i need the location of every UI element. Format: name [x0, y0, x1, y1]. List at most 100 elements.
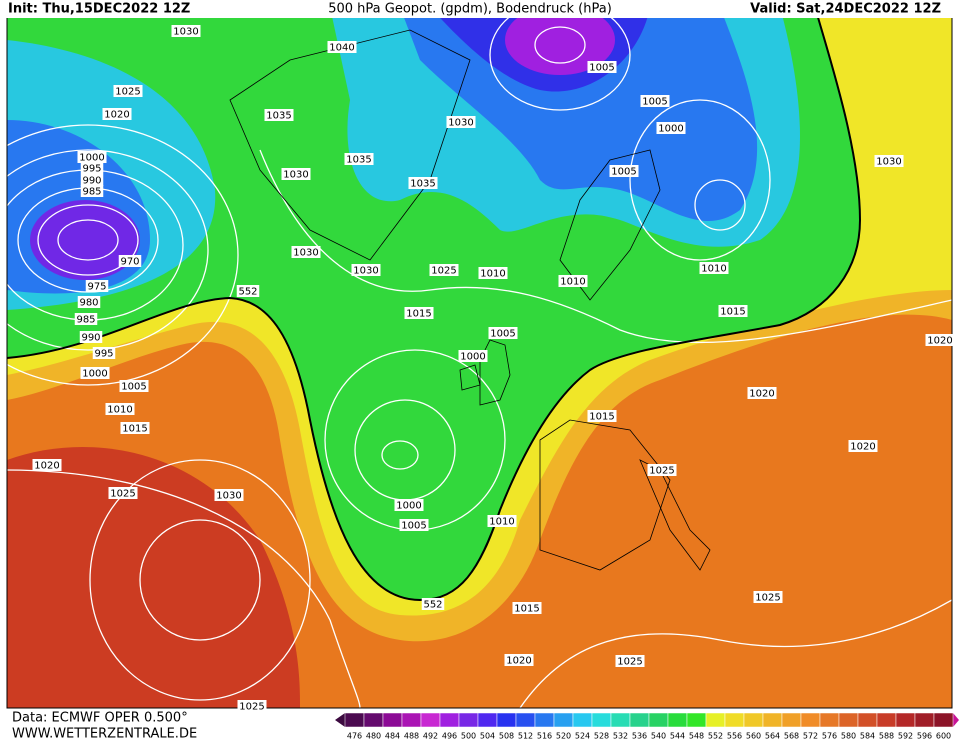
isobar-label: 1000: [79, 153, 104, 164]
isobar-label: 1020: [850, 442, 875, 453]
colorbar-label: 544: [670, 732, 685, 741]
isobar-label-box: [80, 185, 104, 197]
isobars: [7, 7, 952, 708]
isobar-label: 1000: [82, 369, 107, 380]
colorbar-label: 560: [746, 732, 761, 741]
isobar-label-box: [925, 334, 955, 346]
isobar-label: 1030: [173, 27, 198, 38]
isobar-label: 1030: [283, 170, 308, 181]
isobar-label: 1005: [401, 521, 426, 532]
colorbar-swatch: [857, 712, 878, 728]
colorbar-label: 496: [442, 732, 457, 741]
colorbar-label: 576: [822, 732, 837, 741]
isobar-label-box: [171, 25, 201, 37]
isobar-label-box: [656, 122, 686, 134]
colorbar-arrow-left: [335, 713, 345, 727]
colorbar-arrow-right: [953, 713, 959, 727]
colorbar-swatch: [686, 712, 707, 728]
isobar-label-box: [615, 655, 645, 667]
colorbar-label: 516: [537, 732, 552, 741]
colorbar-swatch: [458, 712, 479, 728]
colorbar-label: 500: [461, 732, 476, 741]
isobar-label-box: [747, 387, 777, 399]
isobar-label: 1000: [460, 352, 485, 363]
isobar-label: 1015: [514, 604, 539, 615]
colorbar-label: 536: [632, 732, 647, 741]
isobar-label: 1015: [406, 309, 431, 320]
isobar-label-box: [446, 116, 476, 128]
isobar-label-box: [408, 177, 438, 189]
isobar-label: 1030: [216, 491, 241, 502]
isobar-label-box: [421, 598, 445, 610]
map-title: 500 hPa Geopot. (gpdm), Bodendruck (hPa): [328, 2, 612, 17]
isobar-label: 1030: [448, 118, 473, 129]
isobar-label: 552: [238, 287, 257, 298]
colorbar-label: 480: [366, 732, 381, 741]
isobar-label-box: [236, 285, 260, 297]
isobar-label-box: [587, 410, 617, 422]
isobar-label: 1025: [431, 266, 456, 277]
colorbar-label: 556: [727, 732, 742, 741]
colorbar-swatch: [762, 712, 783, 728]
colorbar-swatch: [401, 712, 422, 728]
isobar-label-box: [74, 313, 98, 325]
isobar-label-box: [488, 327, 518, 339]
isobar-label-box: [77, 296, 101, 308]
isobar-label: 1025: [110, 489, 135, 500]
colorbar-swatch: [838, 712, 859, 728]
isobar-label: 1020: [927, 336, 952, 347]
isobar-label-box: [264, 109, 294, 121]
isobar-label-box: [874, 155, 904, 167]
isobar-label: 1010: [560, 277, 585, 288]
colorbar-swatch: [344, 712, 365, 728]
colorbar-label: 580: [841, 732, 856, 741]
isobar-label: 1025: [115, 87, 140, 98]
isobar-label: 1005: [490, 329, 515, 340]
colorbar-swatch: [667, 712, 688, 728]
colorbar-swatch: [553, 712, 574, 728]
colorbar-swatch: [648, 712, 669, 728]
field-purple-north: [505, 7, 615, 75]
colorbar-swatch: [933, 712, 954, 728]
colorbar-swatch: [819, 712, 840, 728]
isobar-label: 1025: [649, 466, 674, 477]
colorbar-label: 572: [803, 732, 818, 741]
isobar-label: 1000: [658, 124, 683, 135]
isobar-label-box: [587, 61, 617, 73]
isobar-label: 985: [76, 315, 95, 326]
colorbar-swatch: [610, 712, 631, 728]
isobar-label-box: [80, 162, 104, 174]
colorbar-label: 564: [765, 732, 780, 741]
colorbar-swatch: [515, 712, 536, 728]
isobar-label: 995: [94, 349, 113, 360]
colorbar-label: 528: [594, 732, 609, 741]
colorbar-swatch: [420, 712, 441, 728]
isobar-label: 1030: [353, 266, 378, 277]
colorbar-label: 488: [404, 732, 419, 741]
colorbar-swatch: [363, 712, 384, 728]
isobar-label-box: [558, 275, 588, 287]
isobar-label-box: [85, 280, 109, 292]
isobar-label-box: [394, 499, 424, 511]
colorbar-label: 540: [651, 732, 666, 741]
isobar-label-box: [699, 262, 729, 274]
isobar-label: 1030: [876, 157, 901, 168]
colorbar-swatch: [382, 712, 403, 728]
colorbar-swatch: [591, 712, 612, 728]
isobar-label: 1025: [617, 657, 642, 668]
isobar-label-box: [32, 459, 62, 471]
isobar-label-box: [105, 403, 135, 415]
header-bar: [0, 0, 959, 18]
colorbar-swatch: [629, 712, 650, 728]
colorbar-swatch: [534, 712, 555, 728]
valid-time: Valid: Sat,24DEC2022 12Z: [750, 2, 941, 17]
isobar-label-box: [118, 255, 142, 267]
isobar-label-box: [753, 591, 783, 603]
colorbar-label: 504: [480, 732, 495, 741]
isobar-label: 1010: [107, 405, 132, 416]
isobar-label: 1035: [266, 111, 291, 122]
isobar-label: 975: [87, 282, 106, 293]
isobar-label: 1010: [489, 517, 514, 528]
